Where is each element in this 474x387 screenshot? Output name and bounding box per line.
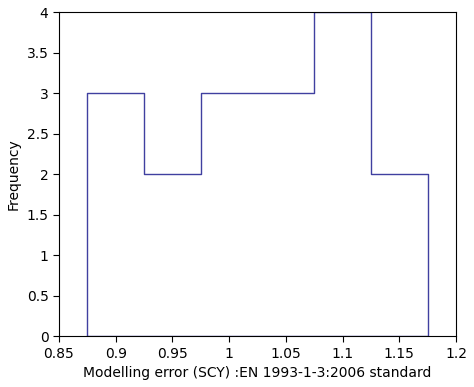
X-axis label: Modelling error (SCY) :EN 1993-1-3:2006 standard: Modelling error (SCY) :EN 1993-1-3:2006 … bbox=[83, 366, 432, 380]
Y-axis label: Frequency: Frequency bbox=[7, 139, 21, 210]
